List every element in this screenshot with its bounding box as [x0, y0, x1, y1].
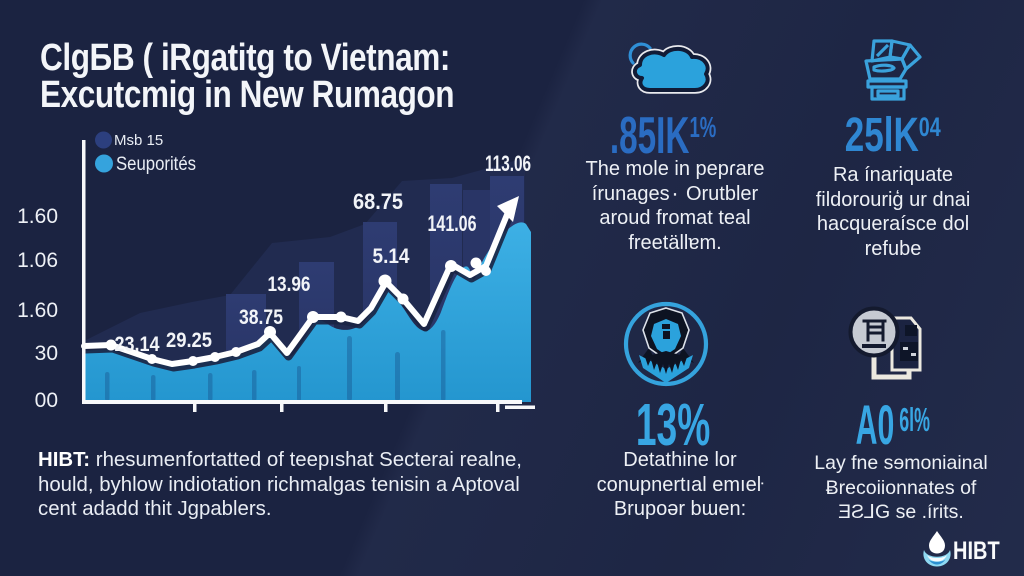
- svg-text:Msb 15: Msb 15: [114, 132, 163, 149]
- svg-text:23.14: 23.14: [115, 333, 160, 356]
- svg-text:30: 30: [35, 342, 58, 365]
- svg-text:Seuporités: Seuporités: [116, 154, 196, 175]
- svg-text:00: 00: [35, 389, 58, 412]
- svg-text:1.60: 1.60: [17, 299, 58, 322]
- svg-text:13.96: 13.96: [268, 273, 311, 296]
- svg-text:113.06: 113.06: [485, 151, 531, 176]
- svg-text:5.14: 5.14: [373, 245, 410, 268]
- svg-text:29.25: 29.25: [166, 329, 212, 352]
- svg-text:1.60: 1.60: [17, 205, 58, 228]
- svg-text:141.06: 141.06: [428, 211, 477, 236]
- svg-text:38.75: 38.75: [239, 306, 283, 329]
- svg-text:68.75: 68.75: [353, 189, 403, 214]
- svg-text:1.06: 1.06: [17, 249, 58, 272]
